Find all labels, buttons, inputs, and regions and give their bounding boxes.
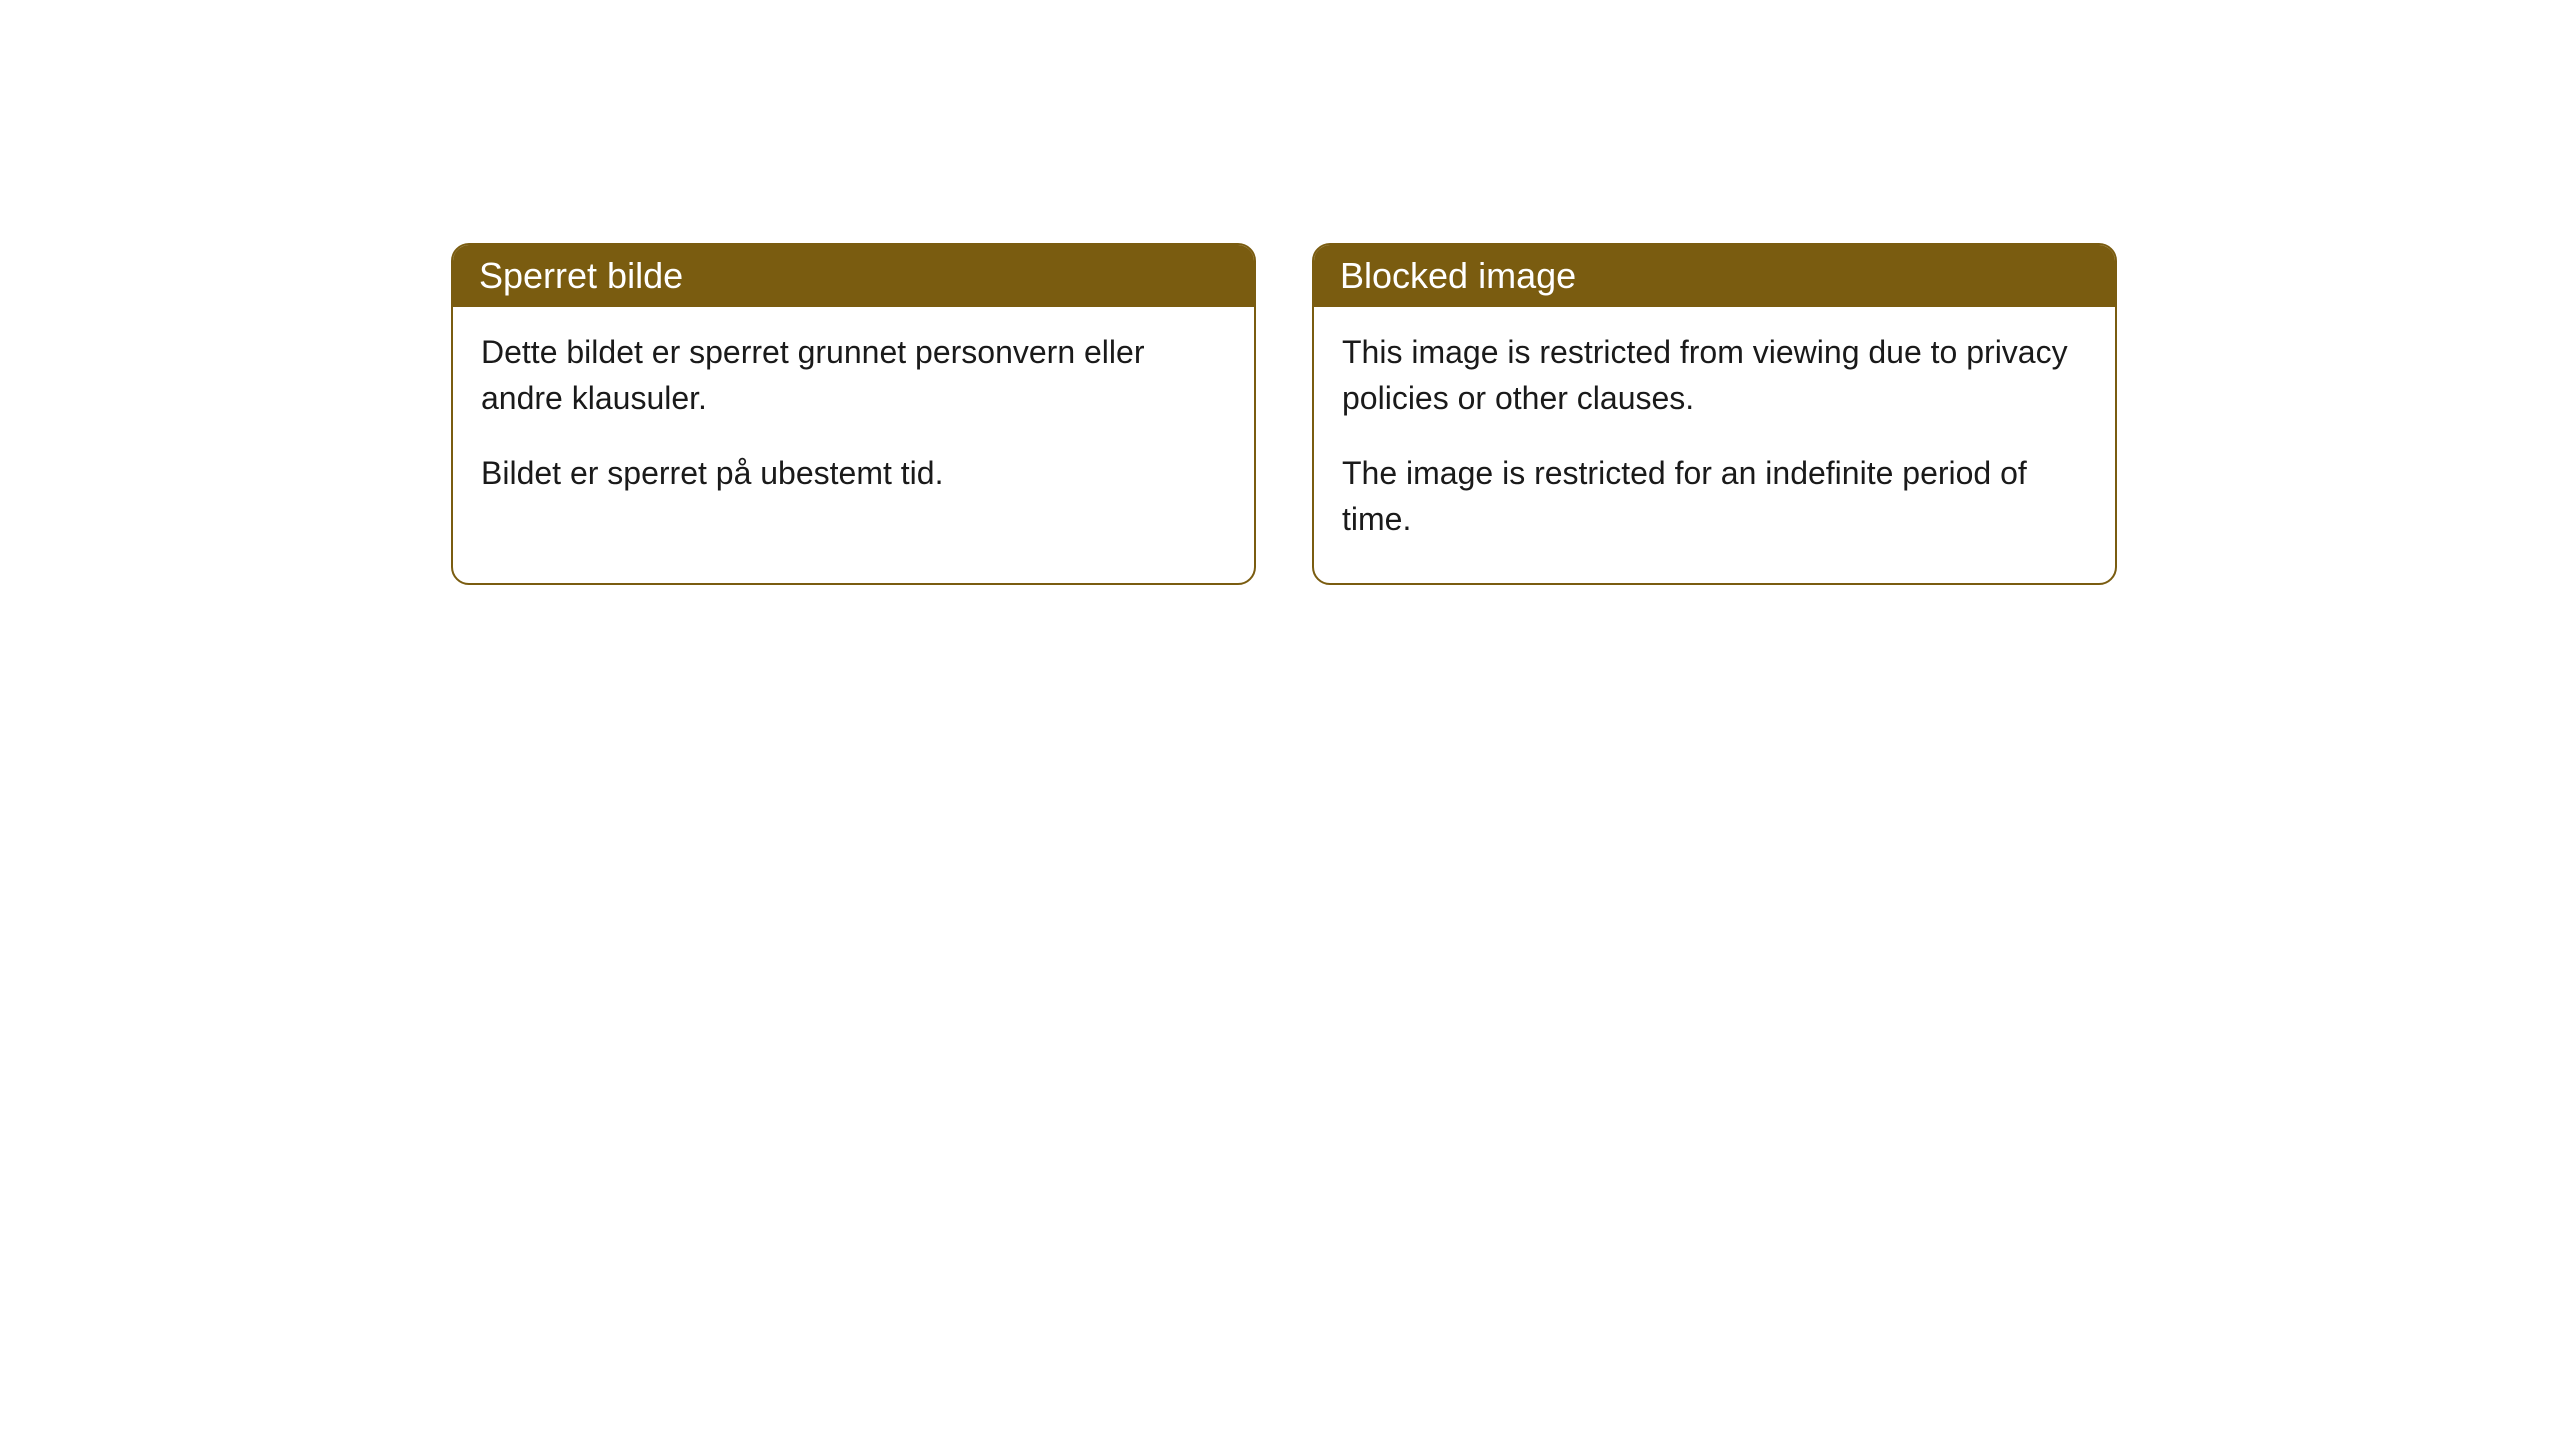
blocked-image-card-no: Sperret bilde Dette bildet er sperret gr… — [451, 243, 1256, 585]
card-header-en: Blocked image — [1314, 245, 2115, 307]
card-paragraph-2-en: The image is restricted for an indefinit… — [1342, 450, 2087, 543]
card-paragraph-1-no: Dette bildet er sperret grunnet personve… — [481, 329, 1226, 422]
notice-cards-container: Sperret bilde Dette bildet er sperret gr… — [0, 0, 2560, 585]
card-body-no: Dette bildet er sperret grunnet personve… — [453, 307, 1254, 536]
card-paragraph-1-en: This image is restricted from viewing du… — [1342, 329, 2087, 422]
blocked-image-card-en: Blocked image This image is restricted f… — [1312, 243, 2117, 585]
card-paragraph-2-no: Bildet er sperret på ubestemt tid. — [481, 450, 1226, 496]
card-body-en: This image is restricted from viewing du… — [1314, 307, 2115, 583]
card-header-no: Sperret bilde — [453, 245, 1254, 307]
